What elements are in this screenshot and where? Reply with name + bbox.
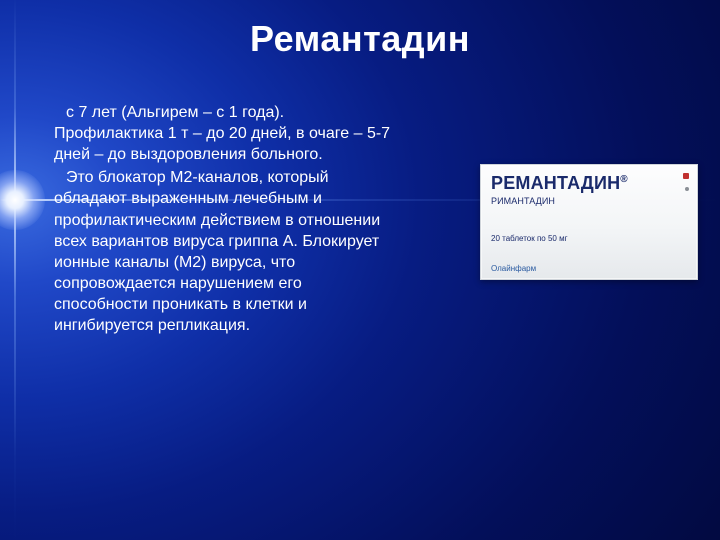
package-spec: 20 таблеток по 50 мг (491, 234, 687, 243)
package-brand: РЕМАНТАДИН® (491, 173, 687, 194)
product-package-image: РЕМАНТАДИН® РИМАНТАДИН 20 таблеток по 50… (480, 164, 698, 280)
package-generic-name: РИМАНТАДИН (491, 196, 687, 206)
package-label: РЕМАНТАДИН® РИМАНТАДИН 20 таблеток по 50… (491, 173, 687, 261)
body-paragraph-1: с 7 лет (Альгирем – с 1 года). Профилакт… (54, 102, 394, 165)
slide-title: Ремантадин (0, 18, 720, 60)
lens-flare (15, 200, 16, 201)
flare-core (0, 170, 45, 230)
registered-mark-icon: ® (620, 174, 628, 185)
package-brand-text: РЕМАНТАДИН (491, 173, 620, 193)
slide-background: Ремантадин с 7 лет (Альгирем – с 1 года)… (0, 0, 720, 540)
slide-body: с 7 лет (Альгирем – с 1 года). Профилакт… (54, 102, 394, 338)
body-paragraph-2: Это блокатор М2-каналов, который обладаю… (54, 167, 394, 336)
package-manufacturer: Олайнфарм (491, 264, 536, 273)
flare-vertical-ray (14, 0, 16, 540)
